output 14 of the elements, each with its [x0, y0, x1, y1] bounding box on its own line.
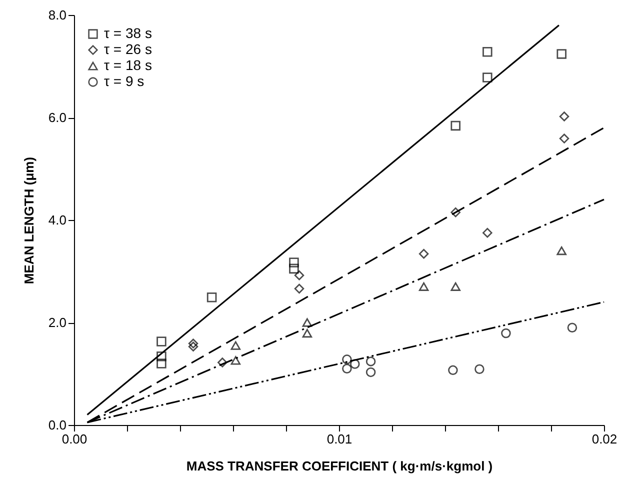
legend-label: τ = 18 s [104, 57, 152, 73]
x-axis-title: MASS TRANSFER COEFFICIENT ( kg·m/s·kgmol ) [186, 458, 493, 474]
legend-label: τ = 9 s [104, 73, 144, 89]
x-tick-label: 0.02 [592, 432, 618, 446]
y-tick-label: 6.0 [48, 110, 66, 125]
y-tick-label: 2.0 [48, 315, 66, 330]
y-tick-label: 4.0 [48, 212, 66, 228]
x-tick-label: 0.01 [326, 432, 352, 446]
legend-label: τ = 26 s [104, 41, 152, 57]
y-axis-title: MEAN LENGTH (μm) [21, 156, 36, 284]
legend-label: τ = 38 s [104, 25, 152, 41]
y-tick-label: 8.0 [48, 8, 66, 22]
x-tick-label: 0.00 [62, 432, 88, 446]
y-tick-label: 0.0 [48, 418, 66, 432]
